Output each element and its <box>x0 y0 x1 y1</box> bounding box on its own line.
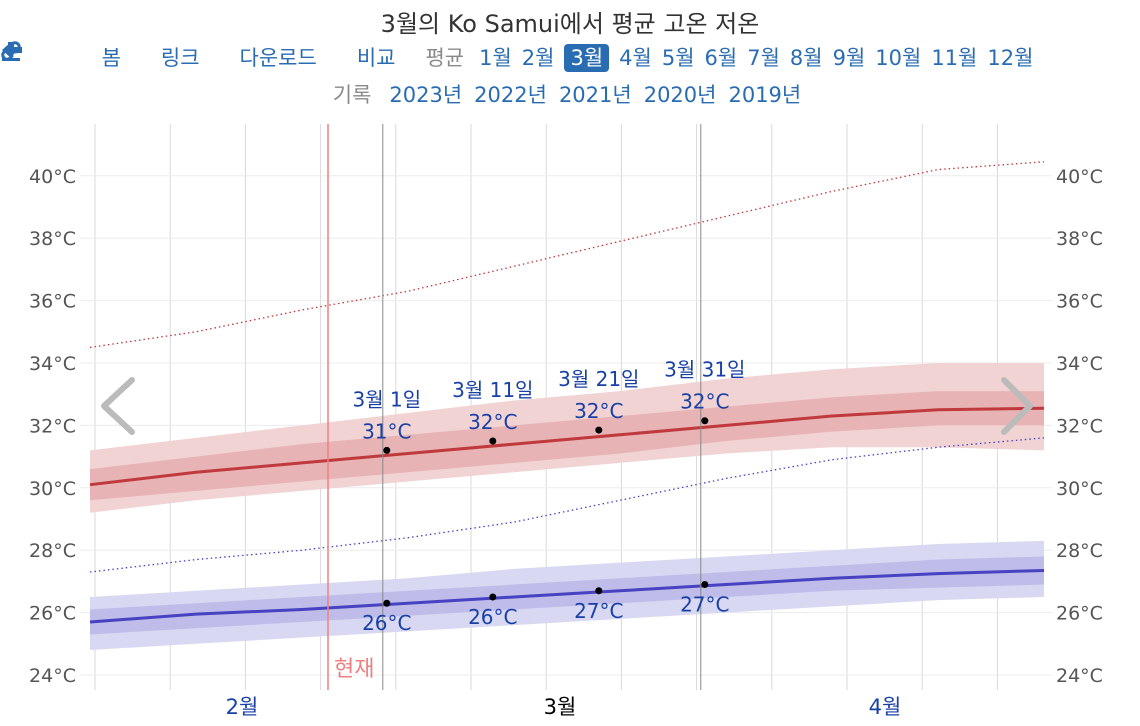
marker-date-label: 3월 1일 <box>352 387 421 411</box>
nav-bar: 봄 링크 다운로드 비교 평균 1월 2월 3월 4월 5월 6월 7월 8월 9월 10월 11월… <box>0 40 1140 74</box>
record-year-link-3[interactable]: 2020년 <box>643 83 717 107</box>
month-list: 1월 2월 3월 4월 5월 6월 7월 8월 9월 10월 11월 12월 <box>474 42 1038 72</box>
marker-date-label: 3월 31일 <box>664 358 745 382</box>
high-value-label: 32°C <box>468 410 517 434</box>
page-title: 3월의 Ko Samui에서 평균 고온 저온 <box>380 10 760 38</box>
y-tick-label-left: 38°C <box>29 228 76 250</box>
link-button[interactable]: 링크 <box>1 41 200 72</box>
records-label: 기록 <box>332 83 372 107</box>
y-tick-label-left: 40°C <box>29 166 76 188</box>
record-year-link-1[interactable]: 2022년 <box>474 83 547 107</box>
y-tick-label-right: 24°C <box>1056 665 1103 687</box>
average-label: 평균 <box>425 46 465 70</box>
chevron-right-icon[interactable] <box>1001 377 1033 435</box>
y-tick-label-left: 28°C <box>29 540 76 562</box>
marker-date-label: 3월 11일 <box>452 378 533 402</box>
record-year-link-0[interactable]: 2023년 <box>389 83 463 107</box>
month-link-9[interactable]: 9월 <box>832 46 866 70</box>
high-point <box>701 417 709 425</box>
download-icon <box>2 42 20 61</box>
y-tick-label-right: 28°C <box>1056 540 1103 562</box>
month-link-4[interactable]: 4월 <box>619 46 652 70</box>
high-point <box>383 446 391 454</box>
low-value-label: 26°C <box>362 611 411 635</box>
low-value-label: 26°C <box>468 605 517 629</box>
y-tick-label-right: 36°C <box>1056 291 1103 313</box>
back-label: 봄 <box>101 46 121 70</box>
month-link-2[interactable]: 2월 <box>521 46 555 70</box>
month-link-3[interactable]: 3월 <box>564 44 610 72</box>
x-month-label: 4월 <box>869 695 902 719</box>
y-tick-label-left: 32°C <box>29 415 76 437</box>
low-point <box>489 593 497 601</box>
low-point <box>701 581 709 589</box>
y-tick-label-left: 36°C <box>29 291 76 313</box>
y-tick-label-right: 34°C <box>1056 353 1103 375</box>
record-year-link-2[interactable]: 2021년 <box>558 83 632 107</box>
y-tick-label-left: 26°C <box>29 603 76 625</box>
y-tick-label-right: 32°C <box>1056 415 1103 437</box>
download-button[interactable]: 다운로드 <box>2 42 317 72</box>
marker-date-label: 3월 21일 <box>558 367 639 391</box>
x-month-label: 2월 <box>226 695 259 719</box>
high-point <box>595 426 603 434</box>
chevron-left-icon[interactable] <box>101 377 135 435</box>
record-year-link-4[interactable]: 2019년 <box>728 83 802 107</box>
y-tick-label-right: 38°C <box>1056 228 1103 250</box>
x-month-label: 3월 <box>544 695 577 719</box>
high-value-label: 31°C <box>362 419 411 443</box>
y-tick-label-left: 34°C <box>29 353 76 375</box>
link-label: 링크 <box>160 46 200 70</box>
now-label: 현재 <box>334 657 374 682</box>
year-list: 2023년 2022년 2021년 2020년 2019년 <box>383 79 807 109</box>
month-link-1[interactable]: 1월 <box>479 46 512 70</box>
y-tick-label-right: 40°C <box>1056 166 1103 188</box>
month-link-8[interactable]: 8월 <box>789 46 823 70</box>
month-link-6[interactable]: 6월 <box>704 46 738 70</box>
y-tick-label-right: 26°C <box>1056 603 1103 625</box>
high-value-label: 32°C <box>680 390 729 414</box>
month-link-11[interactable]: 11월 <box>931 46 978 70</box>
download-label: 다운로드 <box>239 46 317 70</box>
month-link-10[interactable]: 10월 <box>875 46 922 70</box>
high-point <box>489 437 497 445</box>
high-value-label: 32°C <box>574 399 623 423</box>
low-average-line <box>89 568 1045 624</box>
records-bar: 기록 2023년 2022년 2021년 2020년 2019년 <box>0 80 1140 108</box>
low-value-label: 27°C <box>574 599 623 623</box>
low-point <box>595 587 603 595</box>
month-link-5[interactable]: 5월 <box>661 46 695 70</box>
compare-button[interactable]: 비교 <box>356 46 396 70</box>
low-value-label: 27°C <box>680 593 729 617</box>
y-tick-label-left: 24°C <box>29 665 76 687</box>
y-tick-label-right: 30°C <box>1056 478 1103 500</box>
low-point <box>383 599 391 607</box>
y-tick-label-left: 30°C <box>29 478 76 500</box>
month-link-12[interactable]: 12월 <box>987 46 1034 70</box>
high-average-line <box>89 406 1045 487</box>
high-record-line <box>89 161 1045 349</box>
month-link-7[interactable]: 7월 <box>747 46 780 70</box>
